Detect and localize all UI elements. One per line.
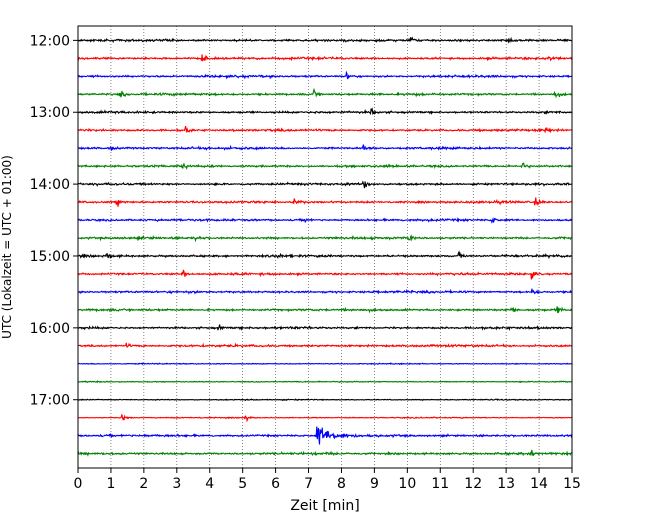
seismic-trace [77, 250, 573, 260]
seismic-trace [77, 162, 573, 170]
x-tick-label: 7 [304, 476, 313, 492]
seismic-trace [77, 269, 573, 280]
x-tick-label: 1 [106, 476, 115, 492]
x-tick-label: 2 [139, 476, 148, 492]
seismic-trace [77, 426, 573, 445]
x-tick-label: 4 [205, 476, 214, 492]
seismic-trace [77, 54, 573, 62]
seismic-trace [77, 70, 573, 80]
y-tick-label: 12:00 [30, 33, 70, 49]
seismic-trace [77, 216, 573, 224]
x-tick-label: 3 [172, 476, 181, 492]
y-axis-ticks: 12:00 13:00 14:00 15:00 16:00 17:00 [30, 33, 78, 409]
seismic-trace [77, 197, 573, 207]
seismic-trace [77, 234, 573, 243]
x-tick-label: 8 [337, 476, 346, 492]
seismic-trace [77, 288, 573, 295]
y-tick-label: 15:00 [30, 249, 70, 265]
y-axis-label: UTC (Lokalzeit = UTC + 01:00) [0, 155, 14, 339]
y-tick-label: 17:00 [30, 393, 70, 409]
seismic-trace [77, 36, 573, 44]
seismic-trace [77, 380, 573, 384]
seismic-trace [77, 306, 573, 314]
x-axis-ticks: 0 1 2 3 4 5 6 7 8 9 10 11 12 13 14 15 [74, 468, 581, 492]
seismic-trace [77, 144, 573, 151]
x-tick-label: 5 [238, 476, 247, 492]
seismic-trace [77, 342, 573, 349]
x-tick-label: 11 [431, 476, 449, 492]
seismic-trace [77, 180, 573, 189]
y-tick-label: 14:00 [30, 177, 70, 193]
seismic-traces [77, 36, 573, 457]
x-tick-label: 0 [74, 476, 83, 492]
y-tick-label: 16:00 [30, 321, 70, 337]
grid-lines [110, 26, 540, 468]
seismic-trace [77, 324, 573, 331]
x-tick-label: 13 [497, 476, 515, 492]
x-tick-label: 6 [271, 476, 280, 492]
seismic-trace [77, 414, 573, 423]
x-axis-label: Zeit [min] [290, 498, 359, 514]
x-tick-label: 15 [563, 476, 581, 492]
plot-frame [77, 25, 573, 469]
seismic-trace [77, 449, 573, 457]
x-tick-label: 12 [464, 476, 482, 492]
seismic-trace [77, 362, 573, 366]
seismic-trace [77, 398, 573, 402]
x-tick-label: 10 [398, 476, 416, 492]
y-tick-label: 13:00 [30, 105, 70, 121]
seismic-trace [77, 126, 573, 134]
seismic-trace [77, 107, 573, 116]
x-tick-label: 14 [530, 476, 548, 492]
x-tick-label: 9 [370, 476, 379, 492]
seismic-trace [77, 87, 573, 99]
